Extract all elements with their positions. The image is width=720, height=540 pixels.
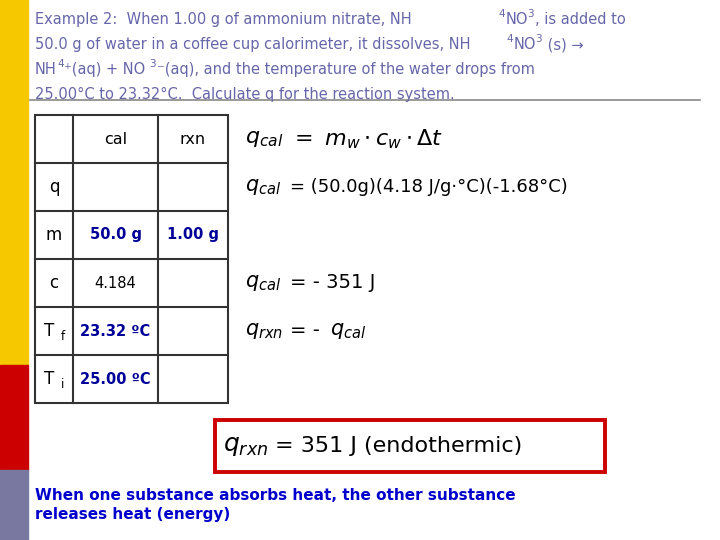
Text: = - 351 J: = - 351 J <box>290 273 375 293</box>
Text: releases heat (energy): releases heat (energy) <box>35 507 230 522</box>
Bar <box>0 470 28 540</box>
Text: (s) →: (s) → <box>543 37 584 52</box>
Text: 50.0 g of water in a coffee cup calorimeter, it dissolves, NH: 50.0 g of water in a coffee cup calorime… <box>35 37 470 52</box>
Text: 23.32 ºC: 23.32 ºC <box>81 323 150 339</box>
Bar <box>0 365 28 470</box>
Text: i: i <box>60 377 64 390</box>
Text: 4.184: 4.184 <box>94 275 136 291</box>
Text: Example 2:  When 1.00 g of ammonium nitrate, NH: Example 2: When 1.00 g of ammonium nitra… <box>35 12 412 27</box>
Text: = -: = - <box>290 321 326 341</box>
Text: $q_{rxn}$: $q_{rxn}$ <box>245 321 283 341</box>
Text: T: T <box>45 370 55 388</box>
Bar <box>0 0 28 365</box>
Text: 3: 3 <box>535 34 541 44</box>
Text: 3: 3 <box>527 9 534 19</box>
Text: NH: NH <box>35 62 57 77</box>
Text: $q_{cal}$: $q_{cal}$ <box>245 129 284 149</box>
Text: = 351 J (endothermic): = 351 J (endothermic) <box>275 436 522 456</box>
Text: $q_{cal}$: $q_{cal}$ <box>245 177 282 197</box>
Text: ⁻(aq), and the temperature of the water drops from: ⁻(aq), and the temperature of the water … <box>157 62 535 77</box>
Text: 25.00 ºC: 25.00 ºC <box>80 372 150 387</box>
Text: NO: NO <box>506 12 528 27</box>
Text: T: T <box>45 322 55 340</box>
Text: 25.00°C to 23.32°C.  Calculate q for the reaction system.: 25.00°C to 23.32°C. Calculate q for the … <box>35 87 455 102</box>
Bar <box>215 420 605 472</box>
Text: 4: 4 <box>57 59 63 69</box>
Text: rxn: rxn <box>180 132 206 146</box>
Text: 3: 3 <box>149 59 156 69</box>
Text: f: f <box>60 329 64 342</box>
Text: c: c <box>50 274 58 292</box>
Text: = (50.0g)(4.18 J/g·°C)(-1.68°C): = (50.0g)(4.18 J/g·°C)(-1.68°C) <box>290 178 568 196</box>
Text: $q_{cal}$: $q_{cal}$ <box>330 321 366 341</box>
Text: When one substance absorbs heat, the other substance: When one substance absorbs heat, the oth… <box>35 488 516 503</box>
Text: $= \ m_w \cdot c_w \cdot \Delta t$: $= \ m_w \cdot c_w \cdot \Delta t$ <box>290 127 444 151</box>
Text: 50.0 g: 50.0 g <box>89 227 142 242</box>
Text: q: q <box>49 178 59 196</box>
Text: , is added to: , is added to <box>535 12 626 27</box>
Text: 4: 4 <box>506 34 513 44</box>
Text: 4: 4 <box>498 9 505 19</box>
Text: NO: NO <box>514 37 536 52</box>
Text: ⁺(aq) + NO: ⁺(aq) + NO <box>64 62 145 77</box>
Text: $q_{rxn}$: $q_{rxn}$ <box>223 434 269 458</box>
Text: m: m <box>46 226 62 244</box>
Text: cal: cal <box>104 132 127 146</box>
Bar <box>35 115 228 403</box>
Text: $q_{cal}$: $q_{cal}$ <box>245 273 282 293</box>
Text: 1.00 g: 1.00 g <box>167 227 219 242</box>
